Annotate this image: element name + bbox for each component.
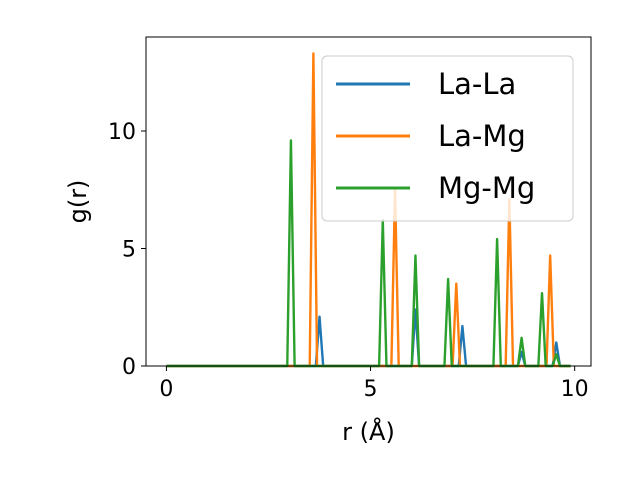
legend-box — [321, 55, 574, 222]
y-tick-label: 0 — [122, 355, 136, 380]
legend-label-mg-mg: Mg-Mg — [438, 171, 535, 205]
x-tick-label: 10 — [561, 377, 589, 402]
y-tick-label: 10 — [108, 120, 136, 145]
series-line-la-la — [166, 308, 571, 368]
y-axis-label: g(r) — [64, 180, 92, 224]
legend-label-la-mg: La-Mg — [438, 119, 526, 153]
y-tick-label: 5 — [122, 238, 136, 263]
x-axis-label: r (Å) — [342, 417, 395, 446]
legend: La-La La-Mg Mg-Mg — [321, 55, 574, 222]
y-axis: 0 5 10 — [108, 120, 146, 380]
x-axis: 0 5 10 — [159, 366, 589, 402]
series-line-la-mg — [166, 52, 571, 368]
x-tick-label: 5 — [364, 377, 378, 402]
plot-frame — [145, 36, 592, 367]
legend-label-la-la: La-La — [438, 67, 516, 101]
x-tick-label: 0 — [159, 377, 173, 402]
